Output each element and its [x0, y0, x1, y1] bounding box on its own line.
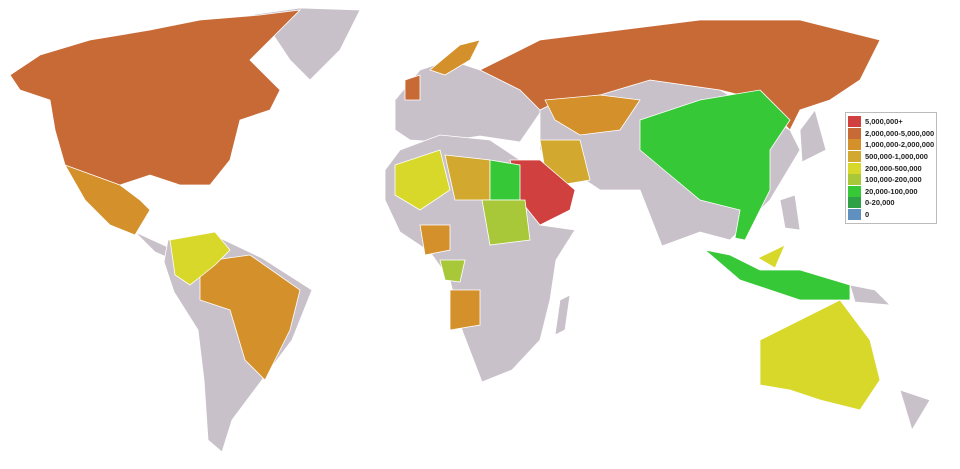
madagascar	[554, 294, 571, 336]
legend-item: 0	[848, 209, 934, 221]
legend-swatch	[848, 139, 861, 151]
legend-swatch	[848, 185, 861, 197]
papua	[849, 284, 892, 306]
legend-swatch	[848, 162, 861, 174]
region-malaysia	[757, 244, 786, 269]
legend-swatch	[848, 116, 861, 128]
legend-swatch	[848, 209, 861, 221]
legend: 5,000,000+ 2,000,000-5,000,000 1,000,000-2…	[845, 112, 937, 225]
new-zealand	[899, 389, 931, 431]
region-north-america	[9, 9, 302, 186]
legend-item: 200,000-500,000	[848, 162, 934, 174]
region-egypt	[489, 159, 521, 201]
legend-item: 1,000,000-2,000,000	[848, 139, 934, 151]
region-kazakhstan	[544, 94, 641, 136]
legend-item: 0-20,000	[848, 197, 934, 209]
philippines	[779, 194, 801, 231]
legend-swatch	[848, 197, 861, 209]
region-norway	[429, 39, 481, 76]
country-regions	[9, 9, 881, 411]
legend-swatch	[848, 127, 861, 139]
region-nigeria	[419, 224, 451, 256]
region-algeria	[394, 149, 451, 211]
region-sudan	[481, 199, 531, 246]
legend-label: 100,000-200,000	[865, 175, 922, 185]
region-indonesia	[703, 249, 851, 301]
legend-swatch	[848, 174, 861, 186]
region-australia	[759, 299, 881, 411]
legend-label: 5,000,000+	[865, 117, 903, 127]
region-mexico	[64, 164, 151, 236]
legend-label: 500,000-1,000,000	[865, 152, 928, 162]
legend-label: 20,000-100,000	[865, 186, 918, 196]
legend-item: 5,000,000+	[848, 116, 934, 128]
legend-item: 500,000-1,000,000	[848, 151, 934, 163]
legend-swatch	[848, 151, 861, 163]
region-gabon-congo	[439, 259, 466, 283]
region-angola	[449, 289, 481, 331]
region-brazil	[199, 254, 301, 381]
region-colombia-venezuela	[169, 231, 231, 286]
legend-item: 2,000,000-5,000,000	[848, 127, 935, 140]
legend-label: 200,000-500,000	[865, 163, 922, 173]
legend-item: 100,000-200,000	[848, 174, 934, 186]
legend-item: 20,000-100,000	[848, 185, 934, 198]
legend-label: 0-20,000	[865, 198, 895, 208]
legend-label: 0	[865, 210, 870, 220]
legend-label: 2,000,000-5,000,000	[865, 128, 935, 138]
region-uk	[404, 74, 421, 101]
region-china	[639, 89, 791, 241]
legend-label: 1,000,000-2,000,000	[865, 140, 935, 150]
japan	[799, 109, 827, 163]
